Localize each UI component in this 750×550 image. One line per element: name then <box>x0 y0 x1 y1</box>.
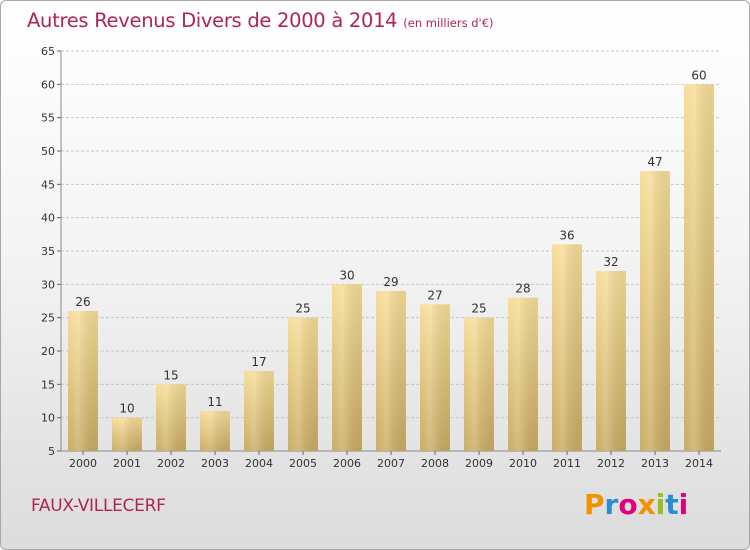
y-tick-label: 60 <box>41 78 55 91</box>
y-tick-label: 55 <box>41 112 55 125</box>
proxiti-logo[interactable]: Proxiti <box>584 488 688 521</box>
y-tick-label: 10 <box>41 412 55 425</box>
bar-value-label: 28 <box>515 282 530 296</box>
y-tick-label: 30 <box>41 278 55 291</box>
bar-highlight <box>332 284 362 451</box>
y-tick-label: 50 <box>41 145 55 158</box>
chart-title: Autres Revenus Divers de 2000 à 2014 (en … <box>27 9 494 32</box>
bar-highlight <box>552 244 582 451</box>
chart-subtitle: (en milliers d'€) <box>403 16 494 30</box>
x-tick-label: 2011 <box>553 457 581 470</box>
bar-highlight <box>288 317 318 451</box>
bar-highlight <box>420 304 450 451</box>
bar-highlight <box>640 171 670 451</box>
bar-value-label: 47 <box>647 155 662 169</box>
commune-name: FAUX-VILLECERF <box>31 496 166 516</box>
x-tick-label: 2012 <box>597 457 625 470</box>
chart-title-text: Autres Revenus Divers de 2000 à 2014 <box>27 9 398 32</box>
x-tick-label: 2009 <box>465 457 493 470</box>
x-tick-label: 2005 <box>289 457 317 470</box>
x-tick-label: 2007 <box>377 457 405 470</box>
x-tick-label: 2004 <box>245 457 273 470</box>
bar-value-label: 10 <box>119 402 134 416</box>
x-tick-label: 2000 <box>69 457 97 470</box>
bar-value-label: 15 <box>163 368 178 382</box>
bar-highlight <box>508 297 538 451</box>
x-tick-label: 2006 <box>333 457 361 470</box>
bar-value-label: 30 <box>339 268 354 282</box>
y-tick-label: 20 <box>41 345 55 358</box>
y-tick-label: 35 <box>41 245 55 258</box>
x-tick-label: 2003 <box>201 457 229 470</box>
y-tick-label: 15 <box>41 378 55 391</box>
logo-letter: P <box>584 488 605 521</box>
x-tick-label: 2001 <box>113 457 141 470</box>
bar-value-label: 32 <box>603 255 618 269</box>
y-tick-label: 45 <box>41 178 55 191</box>
y-tick-label: 5 <box>48 445 55 458</box>
x-tick-label: 2010 <box>509 457 537 470</box>
bar-highlight <box>200 411 230 451</box>
bar-labels: 26 10 15 11 17 25 30 29 27 25 28 36 32 47 60 <box>75 68 706 415</box>
x-tick-label: 2008 <box>421 457 449 470</box>
bar-value-label: 36 <box>559 228 574 242</box>
bar-highlight <box>684 84 714 451</box>
bar-value-label: 26 <box>75 295 90 309</box>
bars <box>68 84 714 451</box>
logo-letter: t <box>665 488 679 521</box>
bar-highlight <box>464 317 494 451</box>
y-tick-label: 25 <box>41 312 55 325</box>
bar-value-label: 25 <box>471 302 486 316</box>
bar-value-label: 11 <box>207 395 222 409</box>
bar-highlight <box>596 271 626 451</box>
bar-value-label: 27 <box>427 288 442 302</box>
bar-value-label: 29 <box>383 275 398 289</box>
bar-value-label: 60 <box>691 68 706 82</box>
bar-value-label: 25 <box>295 302 310 316</box>
bar-highlight <box>376 291 406 451</box>
x-tick-label: 2013 <box>641 457 669 470</box>
bar-highlight <box>112 417 142 451</box>
logo-letter: i <box>655 488 666 521</box>
bar-highlight <box>68 311 98 451</box>
logo-letter: i <box>678 488 689 521</box>
logo-letter: r <box>604 488 619 521</box>
x-tick-label: 2002 <box>157 457 185 470</box>
logo-letter: o <box>618 488 638 521</box>
bar-value-label: 17 <box>251 355 266 369</box>
bar-highlight <box>156 384 186 451</box>
logo-letter: x <box>637 488 656 521</box>
y-tick-label: 40 <box>41 212 55 225</box>
bar-highlight <box>244 371 274 451</box>
axes: 5 10 15 20 25 30 35 40 45 50 55 60 65 2000 2001 2002 200… <box>41 45 721 470</box>
y-tick-label: 65 <box>41 45 55 58</box>
x-tick-label: 2014 <box>685 457 713 470</box>
